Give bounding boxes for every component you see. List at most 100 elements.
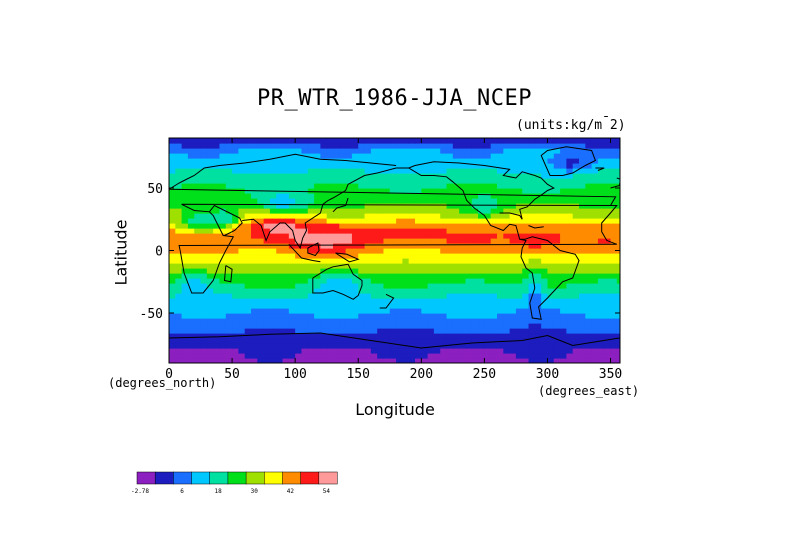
- heatmap-cell: [295, 298, 303, 304]
- heatmap-cell: [238, 318, 246, 324]
- heatmap-cell: [484, 323, 492, 329]
- heatmap-cell: [238, 193, 246, 199]
- heatmap-cell: [509, 233, 517, 239]
- heatmap-cell: [175, 263, 183, 269]
- heatmap-cell: [553, 288, 561, 294]
- heatmap-cell: [490, 293, 498, 299]
- heatmap-cell: [288, 303, 296, 309]
- heatmap-cell: [364, 298, 372, 304]
- heatmap-cell: [238, 263, 246, 269]
- heatmap-cell: [452, 323, 460, 329]
- heatmap-cell: [452, 233, 460, 239]
- heatmap-cell: [440, 348, 448, 354]
- heatmap-cell: [616, 228, 620, 234]
- heatmap-cell: [433, 283, 441, 289]
- heatmap-cell: [597, 213, 605, 219]
- heatmap-cell: [383, 318, 391, 324]
- heatmap-cell: [269, 168, 277, 174]
- heatmap-cell: [282, 138, 290, 144]
- heatmap-cell: [383, 353, 391, 359]
- heatmap-cell: [572, 258, 580, 264]
- heatmap-cell: [364, 183, 372, 189]
- heatmap-cell: [534, 178, 542, 184]
- heatmap-cell: [522, 203, 530, 209]
- heatmap-cell: [597, 358, 605, 363]
- heatmap-cell: [408, 313, 416, 319]
- heatmap-cell: [427, 273, 435, 279]
- heatmap-cell: [433, 233, 441, 239]
- heatmap-cell: [383, 298, 391, 304]
- coastline: [379, 293, 395, 309]
- heatmap-cell: [307, 318, 315, 324]
- heatmap-cell: [478, 228, 485, 234]
- heatmap-cell: [585, 223, 593, 229]
- heatmap-cell: [534, 183, 542, 189]
- heatmap-cell: [421, 323, 429, 329]
- heatmap-cell: [244, 143, 252, 149]
- heatmap-cell: [471, 313, 479, 319]
- heatmap-cell: [301, 288, 309, 294]
- heatmap-cell: [610, 238, 618, 244]
- heatmap-cell: [478, 223, 485, 229]
- heatmap-cell: [339, 343, 347, 349]
- heatmap-cell: [181, 163, 189, 169]
- heatmap-cell: [181, 338, 189, 344]
- heatmap-cell: [238, 153, 246, 159]
- heatmap-cell: [194, 263, 202, 269]
- heatmap-cell: [333, 208, 340, 214]
- heatmap-cell: [175, 223, 183, 229]
- heatmap-cell: [175, 208, 183, 214]
- heatmap-cell: [364, 293, 372, 299]
- heatmap-cell: [534, 328, 542, 334]
- heatmap-cell: [402, 258, 410, 264]
- heatmap-cell: [490, 353, 498, 359]
- heatmap-cell: [541, 148, 549, 154]
- heatmap-cell: [446, 183, 454, 189]
- heatmap-cell: [547, 153, 555, 159]
- heatmap-cell: [269, 228, 277, 234]
- heatmap-cell: [345, 273, 353, 279]
- heatmap-cell: [509, 343, 517, 349]
- heatmap-cell: [503, 258, 511, 264]
- heatmap-cell: [301, 278, 309, 284]
- heatmap-cell: [471, 163, 479, 169]
- heatmap-cell: [541, 248, 549, 254]
- heatmap-cell: [465, 198, 473, 204]
- heatmap-cell: [333, 273, 340, 279]
- heatmap-cell: [446, 248, 454, 254]
- heatmap-cell: [276, 293, 284, 299]
- heatmap-cell: [579, 138, 586, 144]
- heatmap-cell: [251, 233, 258, 239]
- heatmap-cell: [358, 198, 366, 204]
- heatmap-cell: [553, 283, 561, 289]
- heatmap-cell: [206, 138, 214, 144]
- heatmap-cell: [269, 353, 277, 359]
- heatmap-cell: [585, 253, 593, 259]
- heatmap-cell: [446, 298, 454, 304]
- heatmap-cell: [175, 353, 183, 359]
- heatmap-cell: [219, 268, 227, 274]
- heatmap-cell: [219, 278, 227, 284]
- heatmap-cell: [333, 283, 340, 289]
- heatmap-cell: [307, 153, 315, 159]
- heatmap-cell: [169, 273, 176, 279]
- heatmap-cell: [383, 283, 391, 289]
- heatmap-cell: [553, 253, 561, 259]
- heatmap-cell: [396, 173, 403, 179]
- heatmap-cell: [610, 178, 618, 184]
- heatmap-cell: [440, 308, 448, 314]
- heatmap-cell: [572, 238, 580, 244]
- heatmap-cell: [219, 203, 227, 209]
- heatmap-cell: [257, 218, 265, 224]
- heatmap-cell: [446, 158, 454, 164]
- heatmap-cell: [351, 323, 359, 329]
- heatmap-cell: [225, 178, 233, 184]
- heatmap-cell: [282, 333, 290, 339]
- heatmap-cell: [314, 213, 321, 219]
- heatmap-cell: [522, 343, 530, 349]
- heatmap-cell: [522, 313, 530, 319]
- heatmap-cell: [553, 338, 561, 344]
- heatmap-cell: [522, 288, 530, 294]
- heatmap-cell: [225, 318, 233, 324]
- heatmap-cell: [213, 223, 221, 229]
